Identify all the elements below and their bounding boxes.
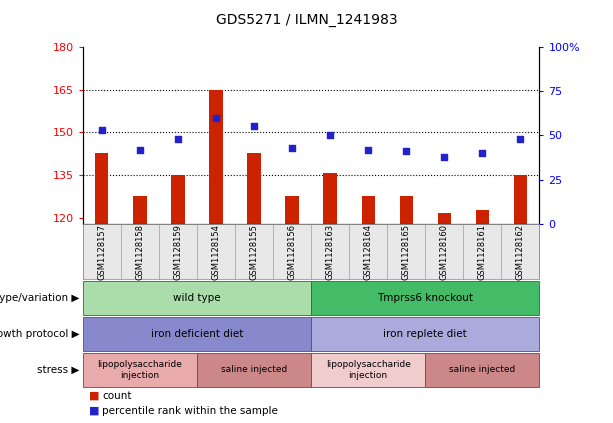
Text: GSM1128160: GSM1128160 bbox=[440, 224, 449, 280]
Bar bbox=[476, 210, 489, 224]
Bar bbox=[514, 176, 527, 224]
Text: genotype/variation ▶: genotype/variation ▶ bbox=[0, 293, 80, 303]
Text: lipopolysaccharide
injection: lipopolysaccharide injection bbox=[97, 360, 182, 379]
Point bbox=[516, 135, 525, 142]
Point bbox=[173, 135, 183, 142]
Text: saline injected: saline injected bbox=[221, 365, 287, 374]
Text: GSM1128159: GSM1128159 bbox=[173, 224, 183, 280]
Text: GSM1128162: GSM1128162 bbox=[516, 224, 525, 280]
Text: saline injected: saline injected bbox=[449, 365, 516, 374]
Bar bbox=[400, 195, 413, 224]
Text: GSM1128154: GSM1128154 bbox=[211, 224, 221, 280]
Text: GSM1128155: GSM1128155 bbox=[249, 224, 259, 280]
Text: GSM1128157: GSM1128157 bbox=[97, 224, 106, 280]
Point bbox=[326, 132, 335, 139]
Text: GDS5271 / ILMN_1241983: GDS5271 / ILMN_1241983 bbox=[216, 13, 397, 27]
Point bbox=[364, 146, 373, 153]
Text: GSM1128156: GSM1128156 bbox=[287, 224, 297, 280]
Text: growth protocol ▶: growth protocol ▶ bbox=[0, 329, 80, 339]
Point bbox=[440, 153, 449, 160]
Text: iron replete diet: iron replete diet bbox=[383, 329, 467, 339]
Point bbox=[97, 126, 107, 133]
Text: GSM1128164: GSM1128164 bbox=[364, 224, 373, 280]
Text: wild type: wild type bbox=[173, 293, 221, 303]
Point bbox=[478, 150, 487, 157]
Text: GSM1128158: GSM1128158 bbox=[135, 224, 144, 280]
Text: stress ▶: stress ▶ bbox=[37, 365, 80, 375]
Text: GSM1128163: GSM1128163 bbox=[326, 224, 335, 280]
Bar bbox=[248, 153, 261, 224]
Point bbox=[249, 123, 259, 130]
Bar bbox=[133, 195, 147, 224]
Text: percentile rank within the sample: percentile rank within the sample bbox=[102, 406, 278, 416]
Bar bbox=[286, 195, 299, 224]
Bar bbox=[209, 90, 223, 224]
Bar bbox=[95, 153, 109, 224]
Point bbox=[211, 114, 221, 121]
Bar bbox=[438, 213, 451, 224]
Text: ■: ■ bbox=[89, 391, 99, 401]
Point bbox=[402, 148, 411, 155]
Bar bbox=[171, 176, 185, 224]
Text: Tmprss6 knockout: Tmprss6 knockout bbox=[377, 293, 473, 303]
Text: ■: ■ bbox=[89, 406, 99, 416]
Point bbox=[135, 146, 145, 153]
Bar bbox=[362, 195, 375, 224]
Point bbox=[287, 144, 297, 151]
Text: iron deficient diet: iron deficient diet bbox=[151, 329, 243, 339]
Text: lipopolysaccharide
injection: lipopolysaccharide injection bbox=[326, 360, 411, 379]
Text: GSM1128161: GSM1128161 bbox=[478, 224, 487, 280]
Bar bbox=[324, 173, 337, 224]
Text: count: count bbox=[102, 391, 132, 401]
Text: GSM1128165: GSM1128165 bbox=[402, 224, 411, 280]
